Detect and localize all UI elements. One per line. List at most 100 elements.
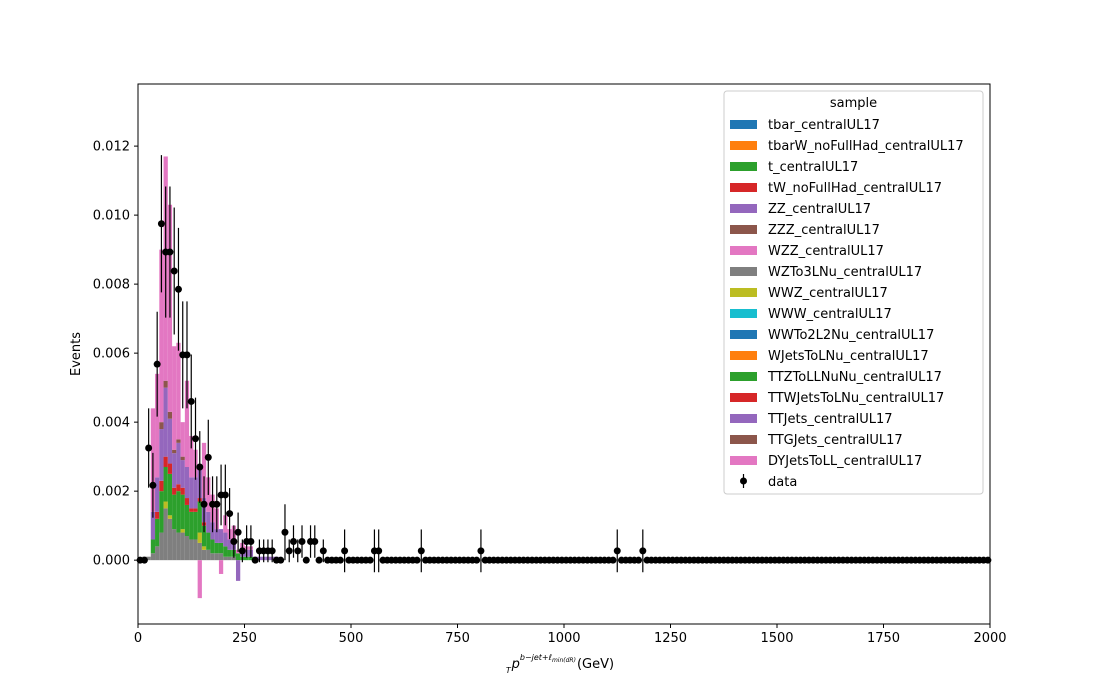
y-tick-label-2: 0.004 xyxy=(93,416,130,431)
data-point-335 xyxy=(277,556,285,564)
x-axis-label-main: p xyxy=(511,657,520,672)
data-point-435 xyxy=(319,547,327,555)
x-axis-label: pb−jet+ℓmin(dR) T (GeV) xyxy=(506,653,614,675)
data-point-545 xyxy=(366,556,374,564)
data-points xyxy=(136,155,992,573)
legend-swatch-5 xyxy=(730,225,757,234)
bar-ttwjetstolnu-centralul17-bin-130 xyxy=(193,508,198,512)
legend-swatch-11 xyxy=(730,351,757,360)
legend-label-9: WWW_centralUL17 xyxy=(768,307,892,322)
legend-swatch-4 xyxy=(730,204,757,213)
legend-label-12: TTZToLLNuNu_centralUL17 xyxy=(767,370,942,385)
data-point-655 xyxy=(413,556,421,564)
x-axis-label-unit: (GeV) xyxy=(573,657,614,672)
bar-ttztollnunu-centralul17-bin-160 xyxy=(206,532,211,550)
bar-dyjetstoll-centralul17-bin-50 xyxy=(159,249,164,423)
data-point-235 xyxy=(234,528,242,536)
data-point-795 xyxy=(473,556,481,564)
bar-ttztollnunu-centralul17-bin-200 xyxy=(223,546,228,557)
legend-swatch-6 xyxy=(730,246,757,255)
bar-ttjets-centralul17-bin-230 xyxy=(235,560,241,581)
bar-ttwjetstolnu-centralul17-bin-70 xyxy=(167,463,173,474)
data-point-355 xyxy=(285,547,293,555)
bar-wzto3lnu-centralul17-bin-90 xyxy=(176,532,181,561)
bar-ttwjetstolnu-centralul17-bin-110 xyxy=(184,498,190,505)
y-tick-label-0: 0.000 xyxy=(93,554,130,569)
legend-data-marker xyxy=(740,477,747,485)
data-point-35 xyxy=(149,481,157,489)
y-tick-label-6: 0.012 xyxy=(93,140,130,155)
bar-ttwjetstolnu-centralul17-bin-50 xyxy=(159,480,164,492)
legend: sample tbar_centralUL17 tbarW_noFullHad_c… xyxy=(723,90,984,495)
bar-ttztollnunu-centralul17-bin-80 xyxy=(172,494,177,530)
data-point-395 xyxy=(302,556,310,564)
bar-ttgjets-centralul17-bin-70 xyxy=(167,411,173,419)
bar-wwz-centralul17-bin-100 xyxy=(180,529,185,533)
bar-ttjets-centralul17-bin-120 xyxy=(189,477,194,509)
data-point-125 xyxy=(187,397,195,405)
bar-ttztollnunu-centralul17-bin-170 xyxy=(210,539,215,554)
bar-ttztollnunu-centralul17-bin-70 xyxy=(167,473,173,516)
bar-wzto3lnu-centralul17-bin-100 xyxy=(180,532,185,561)
legend-label-3: tW_noFullHad_centralUL17 xyxy=(768,181,942,196)
legend-swatch-14 xyxy=(730,414,757,423)
bar-ttjets-centralul17-bin-190 xyxy=(218,529,224,543)
bar-ttwjetstolnu-centralul17-bin-90 xyxy=(176,484,181,492)
data-point-205 xyxy=(221,491,229,499)
bar-ttwjetstolnu-centralul17-bin-40 xyxy=(155,511,160,519)
legend-swatch-1 xyxy=(730,141,757,150)
data-point-425 xyxy=(315,556,323,564)
legend-label-10: WWTo2L2Nu_centralUL17 xyxy=(768,328,934,343)
bar-dyjetstoll-centralul17-bin-150 xyxy=(201,442,207,499)
bar-ttwjetstolnu-centralul17-bin-120 xyxy=(189,508,194,512)
x-tick-label-0: 0 xyxy=(134,631,142,646)
data-point-25 xyxy=(145,444,153,452)
data-point-1115 xyxy=(609,556,617,564)
legend-frame xyxy=(723,90,984,495)
bar-dyjetstoll-centralul17-bin-120 xyxy=(189,435,194,478)
data-point-375 xyxy=(294,547,302,555)
bar-ttztollnunu-centralul17-bin-100 xyxy=(180,494,185,530)
bar-ttjets-centralul17-bin-60 xyxy=(163,387,168,457)
bar-ttjets-centralul17-bin-100 xyxy=(180,460,185,488)
bar-ttztollnunu-centralul17-bin-150 xyxy=(201,525,207,547)
x-tick-label-750: 750 xyxy=(445,631,470,646)
bar-ttztollnunu-centralul17-bin-140 xyxy=(197,501,202,533)
bar-ttztollnunu-centralul17-bin-120 xyxy=(189,511,194,540)
legend-swatch-0 xyxy=(730,120,757,129)
data-point-475 xyxy=(336,556,344,564)
bar-wwz-centralul17-bin-140 xyxy=(197,532,202,543)
data-point-275 xyxy=(251,556,259,564)
legend-label-data: data xyxy=(768,475,797,490)
bar-ttgjets-centralul17-bin-80 xyxy=(172,449,177,454)
legend-swatch-3 xyxy=(730,183,757,192)
bar-ttjets-centralul17-bin-80 xyxy=(172,453,177,488)
bar-wzto3lnu-centralul17-bin-60 xyxy=(163,508,168,561)
bar-ttjets-centralul17-bin-160 xyxy=(206,511,211,533)
bar-ttjets-centralul17-bin-90 xyxy=(176,442,181,485)
bar-dyjetstoll-centralul17-bin-40 xyxy=(155,373,160,478)
x-axis: 0 250 500 750 1000 1250 1500 1750 2000 xyxy=(134,624,1007,646)
data-point-165 xyxy=(204,453,212,461)
bar-ttztollnunu-centralul17-bin-250 xyxy=(244,556,249,561)
data-point-15 xyxy=(140,556,148,564)
data-point-665 xyxy=(417,547,425,555)
bar-wzto3lnu-centralul17-bin-40 xyxy=(155,546,160,561)
bar-dyjetstoll-centralul17-bin-80 xyxy=(172,346,177,450)
bar-wzto3lnu-centralul17-bin-80 xyxy=(172,529,177,561)
data-point-245 xyxy=(238,547,246,555)
y-tick-label-4: 0.008 xyxy=(93,278,130,293)
bar-wwz-centralul17-bin-70 xyxy=(167,515,173,519)
legend-swatch-2 xyxy=(730,162,757,171)
bar-wzto3lnu-centralul17-bin-180 xyxy=(214,553,219,561)
legend-label-5: ZZZ_centralUL17 xyxy=(768,223,880,238)
legend-items: tbar_centralUL17 tbarW_noFullHad_centralU… xyxy=(730,118,964,490)
x-tick-label-1250: 1250 xyxy=(654,631,687,646)
bar-ttztollnunu-centralul17-bin-90 xyxy=(176,491,181,533)
legend-swatch-13 xyxy=(730,393,757,402)
bar-dyjetstoll-centralul17-bin-110 xyxy=(184,380,190,468)
bar-wzto3lnu-centralul17-bin-200 xyxy=(223,556,228,561)
legend-label-16: DYJetsToLL_centralUL17 xyxy=(768,454,922,469)
data-point-135 xyxy=(192,435,200,443)
